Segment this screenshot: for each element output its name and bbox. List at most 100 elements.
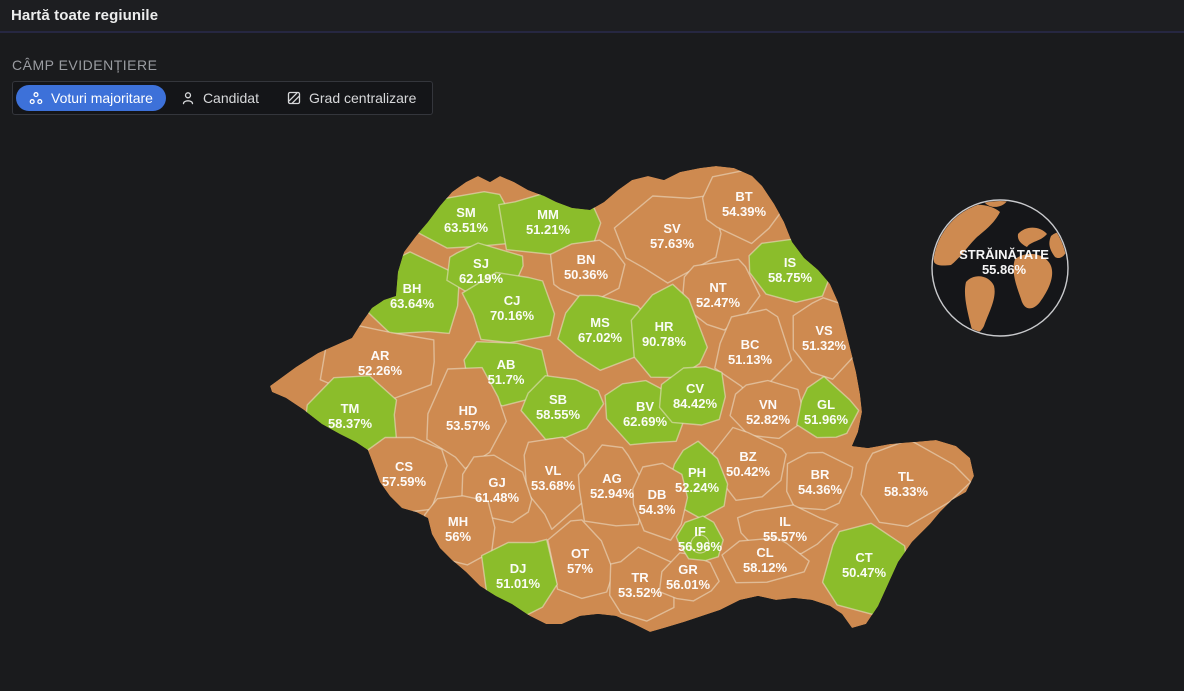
region-code-label: HD — [459, 403, 478, 418]
region-value-label: 54.36% — [798, 482, 843, 497]
map-region-cv[interactable] — [658, 366, 726, 426]
option-candidat[interactable]: Candidat — [168, 85, 272, 111]
map-region-gl[interactable] — [796, 375, 860, 439]
region-code-label: HR — [655, 319, 674, 334]
region-value-label: 63.64% — [390, 296, 435, 311]
region-value-label: 53.57% — [446, 418, 491, 433]
highlight-option-group: Voturi majoritare Candidat Grad centrali… — [12, 81, 434, 115]
region-code-label: BZ — [739, 449, 756, 464]
region-code-label: BR — [811, 467, 830, 482]
map-region-vn[interactable] — [729, 379, 805, 440]
region-value-label: 56% — [445, 529, 471, 544]
region-value-label: 62.69% — [623, 414, 668, 429]
region-code-label: DB — [648, 487, 667, 502]
region-value-label: 50.47% — [842, 565, 887, 580]
region-value-label: 51.13% — [728, 352, 773, 367]
region-code-label: TR — [631, 570, 649, 585]
diaspora-label: STRĂINĂTATE — [959, 247, 1049, 262]
region-value-label: 58.75% — [768, 270, 813, 285]
map-region-ag[interactable] — [577, 444, 647, 527]
region-value-label: 51.7% — [488, 372, 525, 387]
region-code-label: OT — [571, 546, 589, 561]
option-label: Voturi majoritare — [51, 90, 153, 106]
county-layer — [270, 166, 974, 632]
diaspora-globe[interactable]: STRĂINĂTATE 55.86% — [931, 196, 1069, 337]
region-code-label: CT — [855, 550, 872, 565]
map-region-sb[interactable] — [520, 375, 605, 441]
option-label: Grad centralizare — [308, 90, 417, 106]
controls: CÂMP EVIDENȚIERE Voturi majoritare Candi… — [0, 35, 1184, 115]
region-code-label: VN — [759, 397, 777, 412]
map-region-br[interactable] — [786, 451, 854, 511]
person-icon — [181, 91, 195, 105]
region-value-label: 58.55% — [536, 407, 581, 422]
region-code-label: CS — [395, 459, 413, 474]
option-grad-centralizare[interactable]: Grad centralizare — [274, 85, 429, 111]
region-value-label: 53.52% — [618, 585, 663, 600]
region-value-label: 51.96% — [804, 412, 849, 427]
gradient-icon — [287, 91, 301, 105]
bucharest-outline — [690, 534, 710, 554]
map-region-db[interactable] — [632, 462, 689, 541]
map-region-tl[interactable] — [860, 438, 972, 528]
region-code-label: VS — [815, 323, 833, 338]
option-voturi-majoritare[interactable]: Voturi majoritare — [16, 85, 166, 111]
region-code-label: TL — [898, 469, 914, 484]
region-value-label: 62.19% — [459, 271, 504, 286]
region-value-label: 67.02% — [578, 330, 623, 345]
map-region-ms[interactable] — [557, 294, 654, 371]
panel-title[interactable]: Hartă toate regiunile — [11, 7, 159, 24]
scatter-icon — [29, 91, 43, 105]
region-code-label: MH — [448, 514, 468, 529]
region-code-label: PH — [688, 465, 706, 480]
region-value-label: 50.42% — [726, 464, 771, 479]
region-code-label: SV — [663, 221, 681, 236]
region-value-label: 51.32% — [802, 338, 847, 353]
region-code-label: IF — [694, 524, 706, 539]
map-region-vl[interactable] — [523, 436, 588, 530]
region-code-label: DJ — [510, 561, 527, 576]
region-code-label: GR — [678, 562, 698, 577]
region-value-label: 70.16% — [490, 308, 535, 323]
panel-header: Hartă toate regiunile — [0, 0, 1184, 33]
region-code-label: MS — [590, 315, 610, 330]
region-value-label: 63.51% — [444, 220, 489, 235]
region-code-label: AG — [602, 471, 622, 486]
region-value-label: 51.01% — [496, 576, 541, 591]
region-code-label: TM — [341, 401, 360, 416]
diaspora-value: 55.86% — [982, 262, 1027, 277]
region-value-label: 52.94% — [590, 486, 635, 501]
region-code-label: BC — [741, 337, 760, 352]
region-value-label: 52.26% — [358, 363, 403, 378]
region-code-label: GL — [817, 397, 835, 412]
region-value-label: 56.96% — [678, 539, 723, 554]
region-value-label: 90.78% — [642, 334, 687, 349]
option-label: Candidat — [202, 90, 259, 106]
region-value-label: 57.63% — [650, 236, 695, 251]
region-code-label: NT — [709, 280, 726, 295]
region-code-label: BH — [403, 281, 422, 296]
region-value-label: 52.47% — [696, 295, 741, 310]
region-code-label: BV — [636, 399, 654, 414]
region-code-label: CV — [686, 381, 704, 396]
region-value-label: 50.36% — [564, 267, 609, 282]
region-code-label: AR — [371, 348, 390, 363]
region-code-label: SJ — [473, 256, 489, 271]
region-value-label: 57% — [567, 561, 593, 576]
map-region-bn[interactable] — [549, 239, 626, 303]
map-region-cj[interactable] — [461, 271, 556, 344]
region-value-label: 58.12% — [743, 560, 788, 575]
region-value-label: 58.33% — [884, 484, 929, 499]
region-code-label: AB — [497, 357, 516, 372]
region-value-label: 57.59% — [382, 474, 427, 489]
region-value-label: 53.68% — [531, 478, 576, 493]
map-region-if[interactable] — [675, 515, 724, 562]
map-region-tr[interactable] — [609, 546, 675, 622]
region-value-label: 55.57% — [763, 529, 808, 544]
region-code-label: VL — [545, 463, 562, 478]
region-value-label: 84.42% — [673, 396, 718, 411]
region-code-label: CL — [756, 545, 773, 560]
map-region-cl[interactable] — [721, 537, 810, 584]
region-value-label: 61.48% — [475, 490, 520, 505]
